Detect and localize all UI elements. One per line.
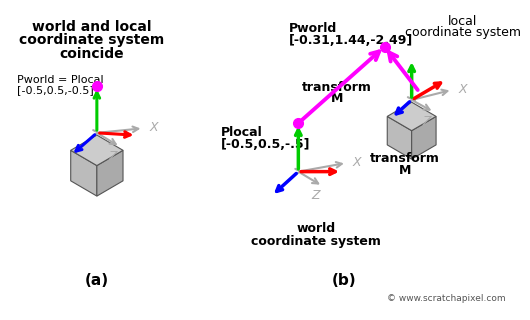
Text: coordinate system: coordinate system (251, 235, 381, 248)
Text: Z: Z (109, 150, 117, 163)
Polygon shape (387, 102, 436, 131)
Text: X: X (352, 156, 361, 169)
Text: (b): (b) (332, 273, 356, 288)
Text: coordinate system: coordinate system (405, 26, 521, 39)
Text: world: world (296, 222, 335, 235)
Text: © www.scratchapixel.com: © www.scratchapixel.com (387, 294, 506, 303)
Text: X: X (458, 83, 467, 96)
Text: coincide: coincide (60, 47, 125, 61)
Text: coordinate system: coordinate system (20, 33, 165, 47)
Polygon shape (70, 135, 123, 165)
Text: Z: Z (311, 189, 320, 202)
Text: Pworld: Pworld (289, 22, 337, 36)
Polygon shape (70, 150, 97, 196)
Text: [-0.5,0.5,-0.5]: [-0.5,0.5,-0.5] (17, 85, 94, 95)
Text: Pworld = Plocal: Pworld = Plocal (17, 75, 104, 85)
Text: world and local: world and local (32, 20, 152, 34)
Text: M: M (331, 92, 343, 105)
Text: [-0.5,0.5,-.5]: [-0.5,0.5,-.5] (221, 138, 311, 151)
Text: transform: transform (302, 81, 372, 93)
Text: [-0.31,1.44,-2.49]: [-0.31,1.44,-2.49] (289, 34, 413, 47)
Text: transform: transform (370, 152, 440, 165)
Text: local: local (448, 15, 478, 28)
Polygon shape (97, 150, 123, 196)
Text: Plocal: Plocal (221, 126, 262, 139)
Text: M: M (399, 164, 411, 177)
Text: X: X (149, 121, 158, 134)
Text: Z: Z (422, 115, 431, 128)
Polygon shape (387, 116, 412, 159)
Text: (a): (a) (85, 273, 109, 288)
Polygon shape (412, 116, 436, 159)
